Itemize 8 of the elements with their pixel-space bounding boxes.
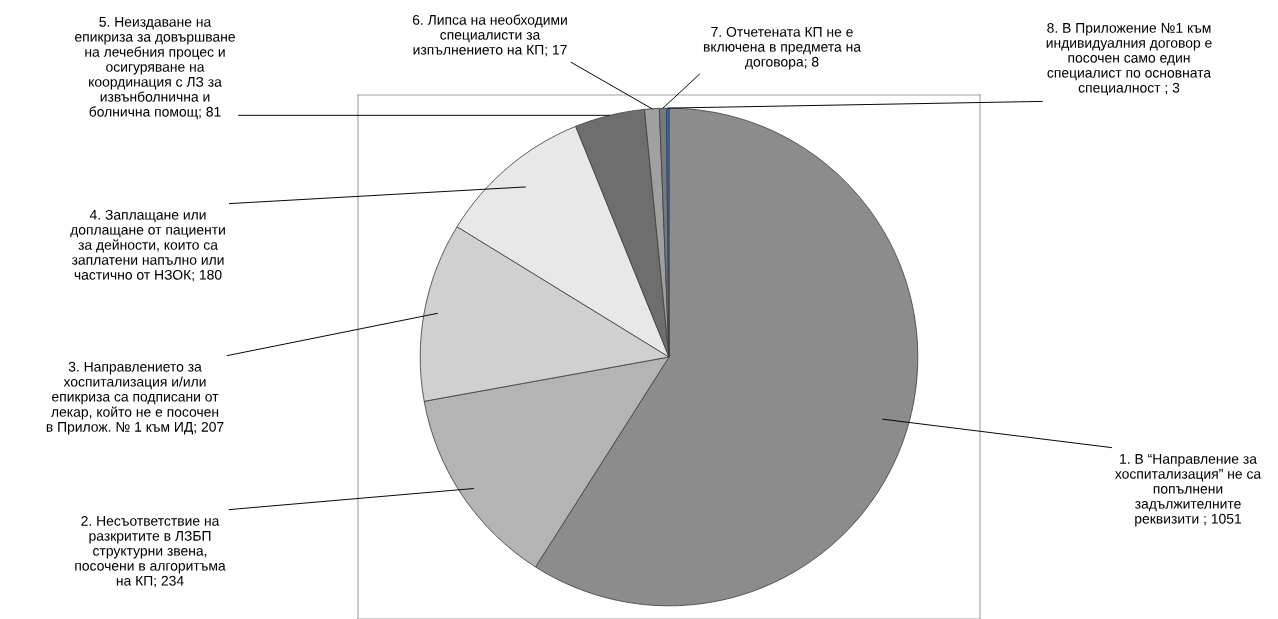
slice-label: 5. Неиздаване на епикриза за довършване на лечебния процес и осигуряване на координация с ЛЗ за извънболнична и болнична помощ; 81 xyxy=(75,17,235,120)
slice-label: 4. Заплащане или доплащане от пациенти за дейности, които са заплатени напълно или частично от НЗОК; 180 xyxy=(70,209,225,282)
slice-label: 6. Липса на необходими специалисти за изпълнението на КП; 17 xyxy=(412,14,567,57)
slice-label: 8. В Приложение №1 към индивидуалния договор е посочен само един специалист по основната специалност ; 3 xyxy=(1046,22,1212,96)
slice-label: 7. Отчетената КП не е включена в предмета на договора; 8 xyxy=(703,26,862,70)
slice-label: 2. Несъответствие на разкритите в ЛЗБП структурни звена, посочени в алгоритъма на КП; 234 xyxy=(75,515,226,588)
slice-label: 1. В “Направление за хоспитализация” не са попълнени задължителните реквизити ; 1051 xyxy=(1115,454,1262,527)
slice-label: 3. Направлението за хоспитализация и/или епикриза са подписани от лекар, който не е посочен в Прилож. № 1 към ИД; 207 xyxy=(46,361,224,435)
